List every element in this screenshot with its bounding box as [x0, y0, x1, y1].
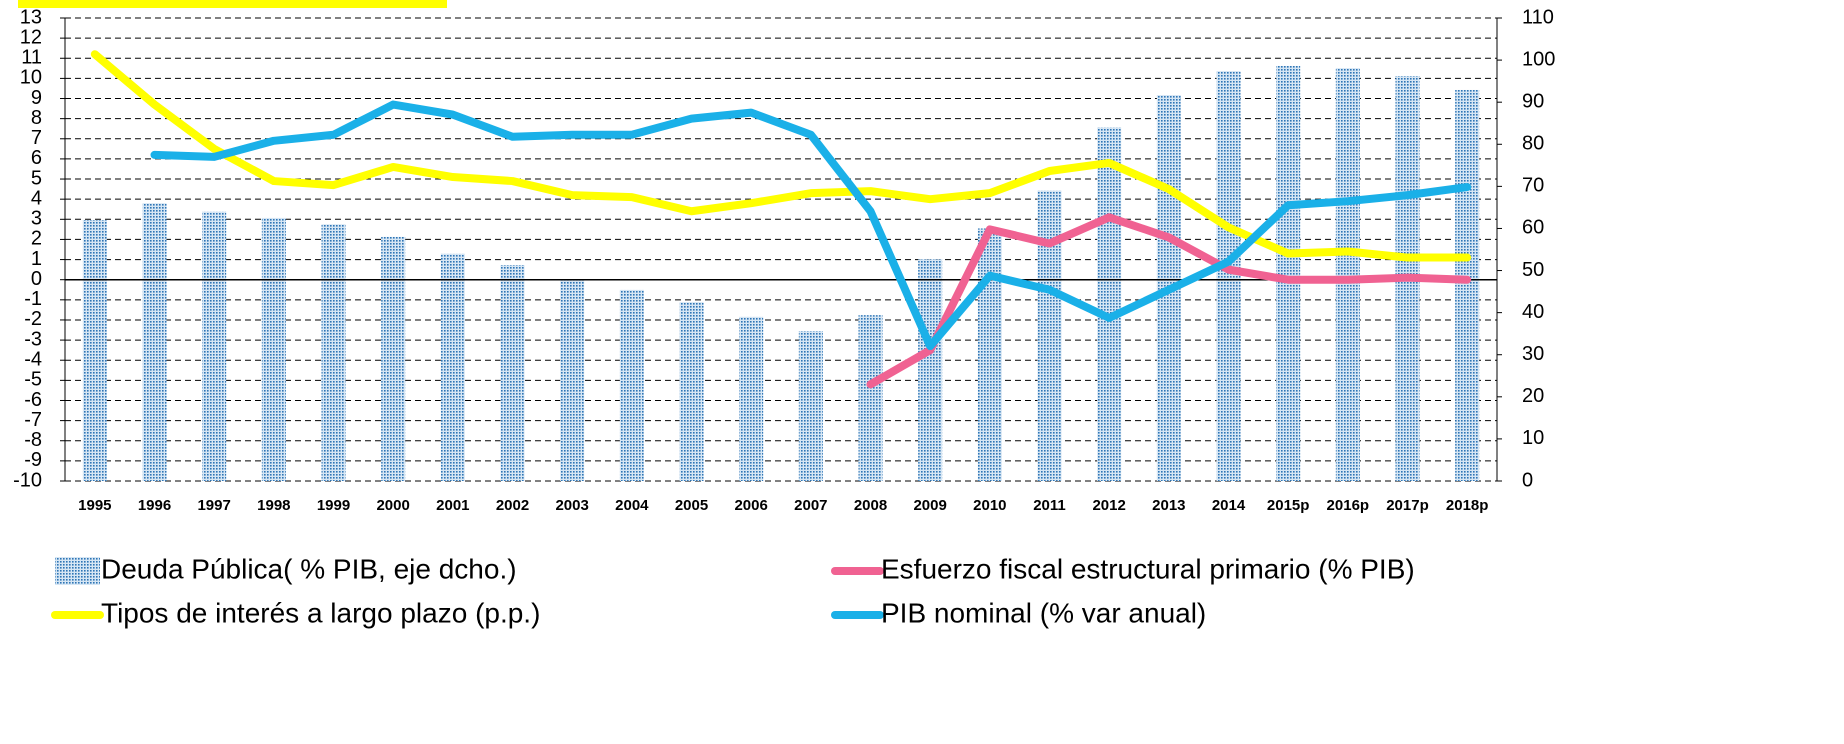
- bar: [918, 259, 943, 481]
- bar: [82, 220, 107, 481]
- x-tick-label: 2004: [615, 497, 649, 514]
- y-tick-label: 11: [21, 47, 42, 69]
- x-tick-label: 2003: [555, 497, 588, 514]
- bar: [261, 217, 286, 481]
- y-tick-label: 4: [31, 187, 42, 209]
- y-tick-label: 3: [31, 208, 42, 230]
- x-tick-label: 2006: [734, 497, 767, 514]
- bar: [858, 315, 883, 481]
- y2-tick-label: 100: [1522, 48, 1555, 70]
- y-tick-label: 5: [31, 167, 42, 189]
- x-tick-label: 2007: [794, 497, 827, 514]
- x-tick-label: 2017p: [1386, 497, 1429, 514]
- legend-label: PIB nominal (% var anual): [881, 597, 1206, 628]
- y-tick-label: 13: [20, 6, 42, 28]
- y2-tick-label: 30: [1522, 343, 1544, 365]
- bar: [1335, 68, 1360, 481]
- legend-label: Deuda Pública( % PIB, eje dcho.): [101, 553, 517, 584]
- x-tick-label: 1999: [317, 497, 350, 514]
- y-tick-label: 8: [31, 107, 42, 129]
- bar: [1097, 127, 1122, 481]
- y-tick-label: -2: [24, 308, 42, 330]
- legend-label: Esfuerzo fiscal estructural primario (% …: [881, 553, 1415, 584]
- x-tick-label: 1998: [257, 497, 290, 514]
- x-tick-label: 2012: [1092, 497, 1125, 514]
- x-tick-label: 2008: [854, 497, 887, 514]
- x-tick-label: 1997: [197, 497, 230, 514]
- y2-tick-label: 90: [1522, 90, 1544, 112]
- highlight: [18, 0, 447, 8]
- y2-tick-label: 60: [1522, 217, 1544, 239]
- line: [150, 100, 1472, 351]
- bar: [1276, 65, 1301, 481]
- x-tick-label: 2015p: [1267, 497, 1310, 514]
- x-tick-label: 2000: [376, 497, 409, 514]
- line: [90, 50, 1472, 262]
- bar: [440, 253, 465, 481]
- x-tick-label: 2018p: [1446, 497, 1489, 514]
- y-tick-label: -1: [24, 288, 42, 310]
- y-tick-label: -10: [13, 469, 42, 491]
- y2-tick-label: 50: [1522, 259, 1544, 281]
- y-tick-label: 10: [20, 67, 42, 89]
- y-tick-label: -5: [24, 369, 42, 391]
- y-tick-label: 9: [31, 87, 42, 109]
- y-tick-label: -3: [24, 328, 42, 350]
- y-tick-label: -8: [24, 429, 42, 451]
- y-tick-label: 6: [31, 147, 42, 169]
- x-tick-label: 2010: [973, 497, 1006, 514]
- bar: [381, 236, 406, 481]
- y2-tick-label: 0: [1522, 469, 1533, 491]
- x-tick-label: 2009: [913, 497, 946, 514]
- y-tick-label: 1: [31, 248, 42, 270]
- bar: [500, 265, 525, 481]
- legend-label: Tipos de interés a largo plazo (p.p.): [101, 597, 540, 628]
- y2-tick-label: 10: [1522, 427, 1544, 449]
- line: [866, 213, 1472, 389]
- bar: [202, 211, 227, 482]
- y-tick-label: 7: [31, 127, 42, 149]
- bar: [560, 280, 585, 481]
- legend-swatch: [55, 557, 100, 585]
- x-tick-label: 2013: [1152, 497, 1185, 514]
- x-tick-label: 2005: [675, 497, 708, 514]
- bar: [321, 224, 346, 481]
- bar: [1037, 190, 1062, 481]
- y-tick-label: 0: [31, 268, 42, 290]
- x-tick-label: 2016p: [1327, 497, 1370, 514]
- bar: [1455, 89, 1480, 481]
- x-tick-label: 2001: [436, 497, 469, 514]
- y2-tick-label: 80: [1522, 133, 1544, 155]
- y-tick-label: -7: [24, 409, 42, 431]
- bar: [619, 289, 644, 481]
- bar: [142, 203, 167, 481]
- y2-tick-label: 20: [1522, 385, 1544, 407]
- x-tick-label: 1996: [138, 497, 171, 514]
- y2-tick-label: 70: [1522, 175, 1544, 197]
- y2-tick-label: 40: [1522, 301, 1544, 323]
- bar: [977, 228, 1002, 481]
- x-tick-label: 2014: [1212, 497, 1246, 514]
- x-tick-label: 2002: [496, 497, 529, 514]
- x-tick-label: 1995: [78, 497, 111, 514]
- y-tick-label: -6: [24, 389, 42, 411]
- bar: [679, 302, 704, 481]
- y-tick-label: 12: [20, 26, 42, 48]
- y-tick-label: -4: [24, 348, 42, 370]
- bar: [739, 316, 764, 481]
- y-tick-label: 2: [31, 228, 42, 250]
- x-tick-label: 2011: [1033, 497, 1066, 514]
- y-tick-label: -9: [24, 449, 42, 471]
- y2-tick-label: 110: [1522, 6, 1554, 28]
- bar: [798, 331, 823, 481]
- bar: [1216, 71, 1241, 481]
